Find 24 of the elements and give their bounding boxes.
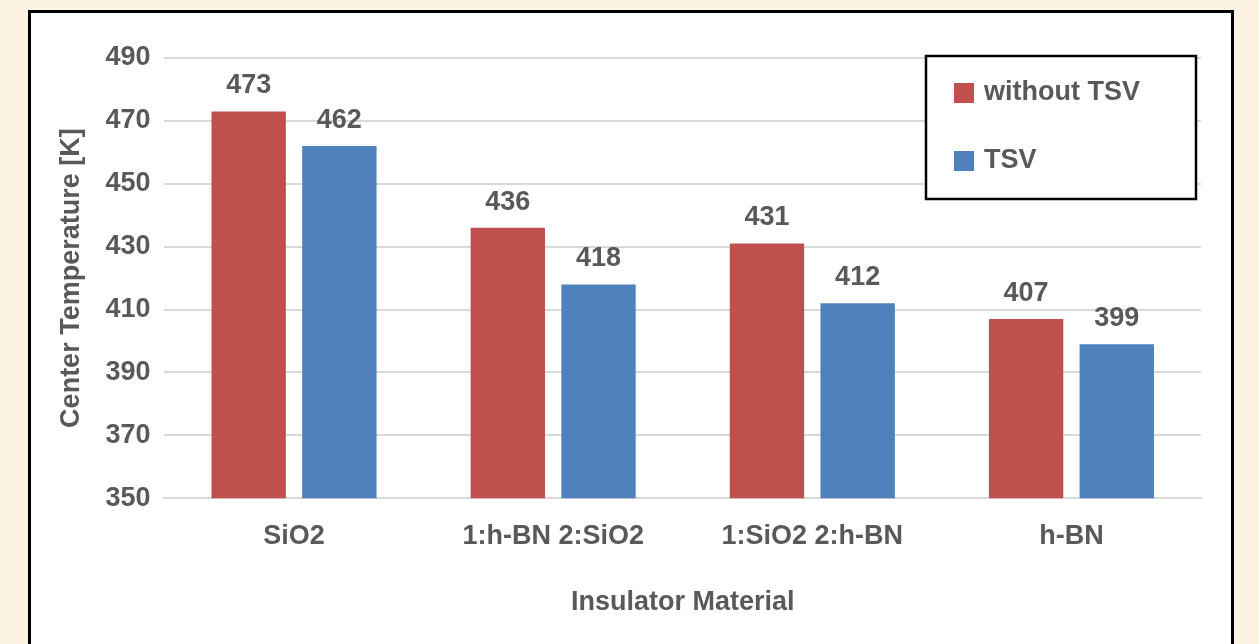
legend-label: TSV	[984, 144, 1037, 175]
y-tick-label: 350	[105, 481, 151, 512]
y-tick-label: 410	[105, 293, 151, 323]
data-label: 431	[744, 201, 790, 232]
data-label: 436	[485, 185, 531, 216]
y-tick-label: 430	[105, 230, 151, 261]
y-tick-label: 470	[105, 104, 151, 135]
data-label: 412	[835, 261, 881, 292]
data-label: 473	[226, 69, 272, 100]
y-tick-label: 390	[105, 355, 151, 386]
data-label: 462	[316, 103, 362, 134]
x-tick-label: SiO2	[263, 519, 325, 550]
data-label: 399	[1094, 302, 1140, 333]
y-tick-label: 490	[105, 41, 151, 72]
x-tick-label: 1:h-BN 2:SiO2	[462, 519, 644, 550]
x-tick-label: 1:SiO2 2:h-BN	[721, 519, 904, 550]
legend-label: without TSV	[983, 76, 1140, 107]
y-tick-label: 370	[105, 418, 151, 449]
y-tick-label: 450	[105, 167, 151, 198]
data-label: 407	[1003, 276, 1049, 307]
x-axis-title: Insulator Material	[570, 586, 795, 617]
y-axis-title: Center Temperature [K]	[54, 128, 85, 428]
x-tick-label: h-BN	[1039, 519, 1104, 550]
data-label: 418	[575, 242, 622, 273]
